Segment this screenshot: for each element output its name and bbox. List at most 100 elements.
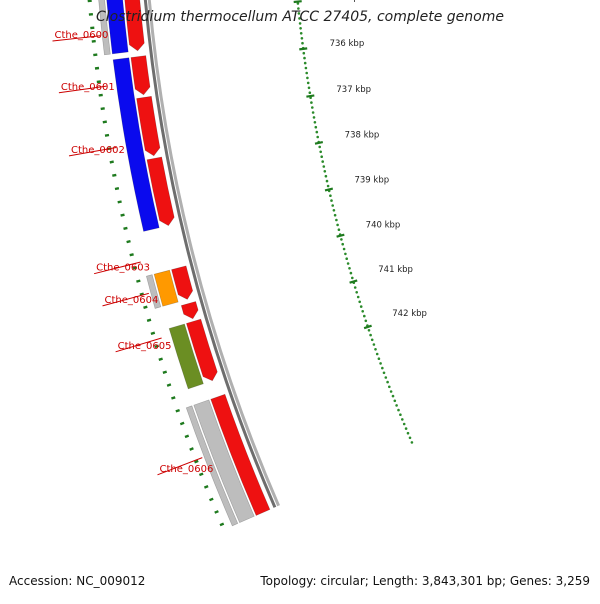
ruler-dot (330, 199, 333, 202)
ruler-dot (374, 348, 377, 351)
ruler-tick-label: 738 kbp (345, 130, 380, 140)
ruler-ticks (294, 1, 372, 328)
ruler-major-tick (299, 48, 307, 49)
ruler-tick-label: 739 kbp (354, 176, 389, 186)
gene-label: Cthe_0606 (160, 464, 214, 475)
ruler-dot (341, 243, 344, 246)
ruler-dot (299, 27, 302, 30)
outer-tick (99, 95, 103, 96)
outer-tick (110, 162, 114, 163)
ruler-dot (321, 160, 324, 163)
ruler-dot (305, 67, 308, 70)
outer-tick (118, 202, 122, 203)
gene-label: Cthe_0605 (118, 341, 172, 352)
ruler-dot (306, 77, 309, 80)
outer-tick (167, 384, 171, 385)
ruler-tick-label: 742 kbp (392, 309, 427, 319)
ruler-dot (345, 257, 348, 260)
outer-tick (127, 241, 131, 242)
ruler-dot (365, 320, 368, 323)
gene-arrow (181, 301, 198, 318)
ruler-dot (314, 121, 317, 124)
ruler-dot (308, 87, 311, 90)
ruler-major-tick (315, 142, 323, 144)
ruler-major-tick (294, 1, 302, 2)
ruler-dot (385, 376, 388, 379)
ruler-dot (405, 427, 408, 430)
ruler-dot (369, 334, 372, 337)
ruler-dot (313, 116, 316, 119)
ruler-dot (351, 277, 354, 280)
accession-text: Accession: NC_009012 (9, 574, 145, 588)
ruler-dot (303, 52, 306, 55)
outer-tick (171, 397, 175, 398)
ruler-major-tick (337, 235, 345, 237)
ruler-dot (350, 272, 353, 275)
outer-tick (180, 423, 184, 424)
ruler-dot (316, 136, 319, 139)
ruler-dot (326, 180, 329, 183)
ruler-major-tick (364, 326, 372, 329)
outer-tick (115, 188, 119, 189)
ruler-tick-label: 735 kbp (324, 0, 359, 3)
ruler-dot (388, 386, 391, 389)
outer-tick (93, 55, 97, 56)
ruler-dot (303, 57, 306, 60)
outer-tick (159, 359, 163, 360)
ruler-dot (392, 395, 395, 398)
outer-tick (185, 436, 189, 437)
outer-tick (121, 215, 125, 216)
ruler-dot (409, 437, 412, 440)
ruler-dot (324, 170, 327, 173)
gene-arrow (131, 56, 150, 95)
ruler-dot (361, 310, 364, 313)
outer-tick (204, 486, 208, 488)
gene-label: Cthe_0603 (96, 263, 150, 274)
ruler-dot (363, 315, 366, 318)
ruler-dot (371, 339, 374, 342)
outer-tick (147, 320, 151, 321)
ruler-dot (401, 418, 404, 421)
outer-tick (220, 524, 224, 526)
outer-tick (163, 372, 167, 373)
ruler-dot (399, 413, 402, 416)
ruler-dot (376, 353, 379, 356)
ruler-dot (373, 343, 376, 346)
outer-tick (195, 461, 199, 463)
outer-tick (144, 307, 148, 308)
gene-label: Cthe_0601 (61, 82, 115, 93)
outer-tick (130, 254, 134, 255)
outer-tick (215, 511, 219, 513)
outer-tick (151, 333, 155, 334)
outer-tick (136, 281, 140, 282)
ruler-dot (378, 357, 381, 360)
outer-tick (101, 108, 105, 109)
ruler-dot (386, 381, 389, 384)
ruler-dot (354, 286, 357, 289)
topology-text: Topology: circular; Length: 3,843,301 bp… (260, 574, 590, 588)
outer-tick (210, 499, 214, 501)
ruler-dot (333, 209, 336, 212)
ruler-dot (323, 165, 326, 168)
outer-tick (190, 448, 194, 449)
ruler-dot (407, 432, 410, 435)
ruler-dot (347, 262, 350, 265)
ruler-dot (368, 329, 371, 332)
ruler-dot (318, 146, 321, 149)
ruler-dot (325, 175, 328, 178)
ruler-dot (304, 62, 307, 65)
ruler-dot (340, 238, 343, 241)
ruler-dot (397, 409, 400, 412)
ruler-dot (331, 204, 334, 207)
ruler-dot (327, 185, 330, 188)
ruler-dot (381, 367, 384, 370)
ruler-dot (301, 37, 304, 40)
ruler-dot (355, 291, 358, 294)
ruler-dot (319, 151, 322, 154)
ruler-dot (395, 404, 398, 407)
outer-tick (95, 68, 99, 69)
ruler-dot (411, 441, 414, 444)
ruler-dot (394, 400, 397, 403)
